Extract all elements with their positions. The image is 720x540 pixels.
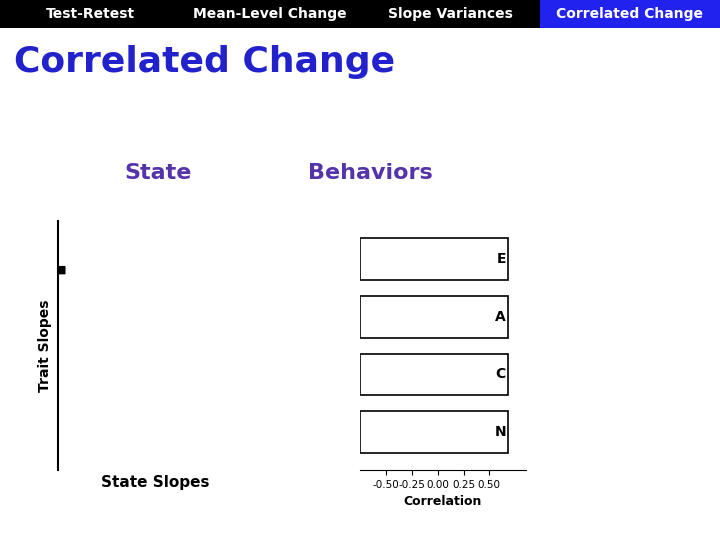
Bar: [360, 238, 508, 280]
Text: A: A: [495, 310, 506, 323]
Bar: [360, 296, 508, 338]
Text: ■: ■: [56, 265, 66, 275]
Bar: [360, 411, 508, 453]
X-axis label: State Slopes: State Slopes: [101, 475, 209, 490]
Bar: [360, 354, 508, 395]
Text: N: N: [495, 426, 506, 439]
X-axis label: Correlation: Correlation: [404, 495, 482, 508]
Text: Mean-Level Change: Mean-Level Change: [193, 7, 347, 21]
Text: Correlated Change: Correlated Change: [14, 45, 395, 79]
Text: Correlated Change: Correlated Change: [557, 7, 703, 21]
Text: Slope Variances: Slope Variances: [387, 7, 513, 21]
Text: Test-Retest: Test-Retest: [45, 7, 135, 21]
Text: Behaviors: Behaviors: [308, 163, 433, 183]
Text: State: State: [125, 163, 192, 183]
Y-axis label: Trait Slopes: Trait Slopes: [38, 299, 52, 392]
Text: C: C: [495, 368, 506, 381]
Text: E: E: [496, 252, 506, 266]
